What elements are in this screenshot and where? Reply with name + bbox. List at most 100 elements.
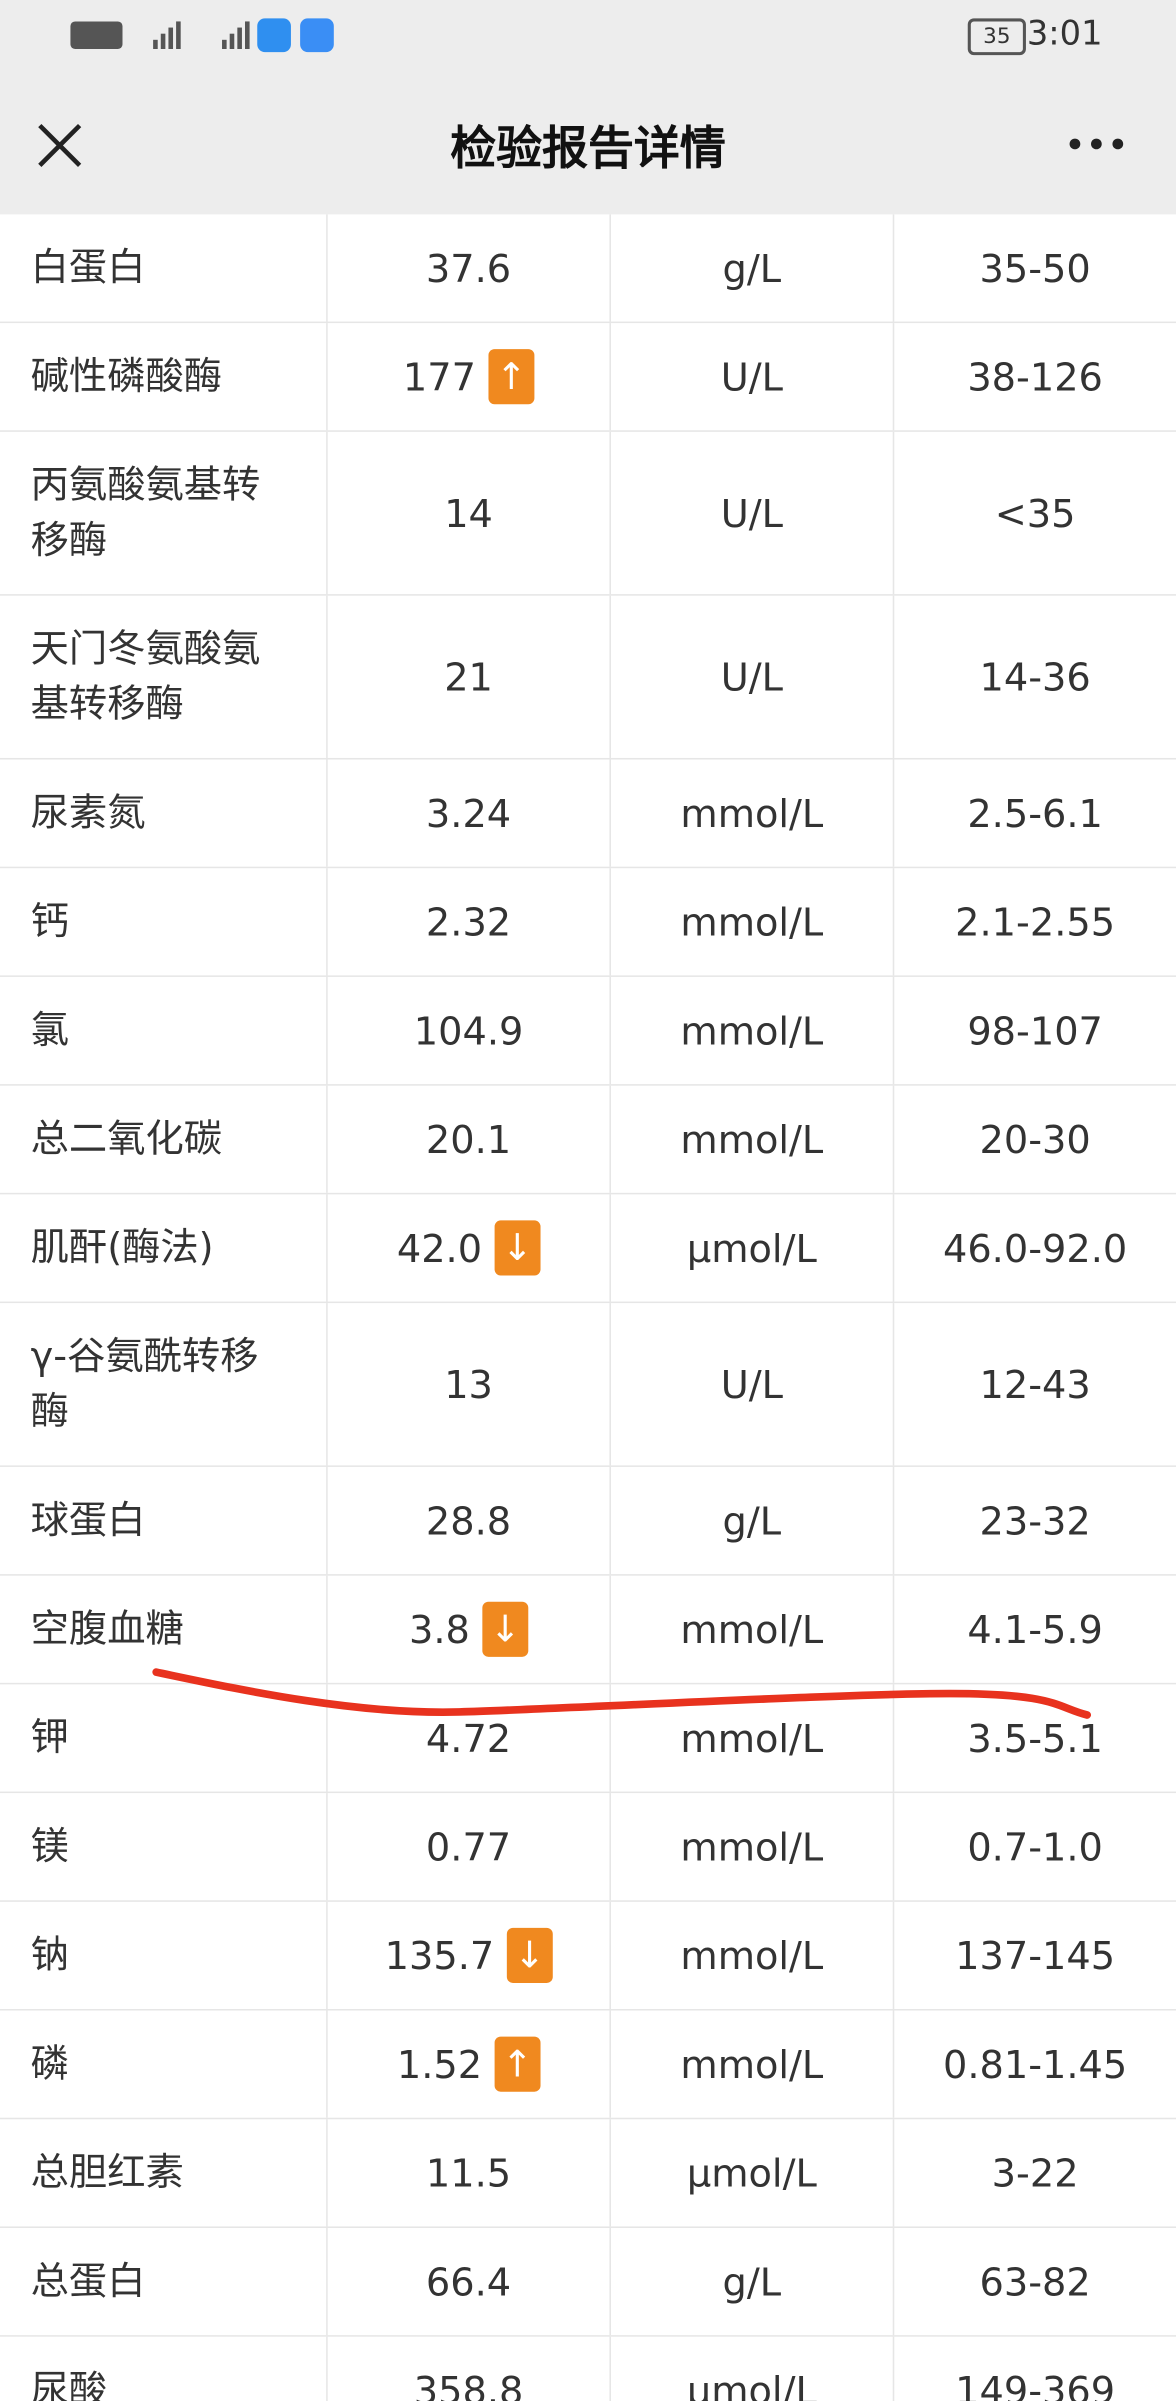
table-row: 白蛋白 37.6 g/L 35-50 xyxy=(0,214,1176,324)
table-row: 天门冬氨酸氨基转移酶 21 U/L 14-36 xyxy=(0,595,1176,760)
item-unit: U/L xyxy=(611,323,895,431)
item-value: 28.8 xyxy=(425,1498,512,1543)
item-value: 135.7 xyxy=(384,1933,495,1978)
table-row: 球蛋白 28.8 g/L 23-32 xyxy=(0,1466,1176,1576)
item-name: 尿素氮 xyxy=(0,759,328,867)
item-unit: mmol/L xyxy=(611,759,895,867)
item-unit: g/L xyxy=(611,2227,895,2336)
clock: 3:01 xyxy=(1026,15,1103,54)
item-unit: mmol/L xyxy=(611,1684,895,1792)
item-unit: mmol/L xyxy=(611,868,895,976)
item-value-cell: 2.32 xyxy=(328,868,611,976)
more-button[interactable] xyxy=(1066,126,1127,163)
table-row: 碱性磷酸酶 177 ↑ U/L 38-126 xyxy=(0,323,1176,432)
item-value: 3.8 xyxy=(409,1607,470,1652)
item-value-cell: 20.1 xyxy=(328,1085,611,1193)
item-name: 磷 xyxy=(0,2010,328,2118)
item-name: 钠 xyxy=(0,1901,328,2009)
battery: 35 xyxy=(967,18,1026,56)
item-value-cell: 104.9 xyxy=(328,976,611,1085)
item-name: 天门冬氨酸氨基转移酶 xyxy=(0,595,328,758)
app-icon xyxy=(257,18,291,53)
signal-icon xyxy=(153,21,181,49)
page-title: 检验报告详情 xyxy=(450,122,726,177)
item-value: 358.8 xyxy=(413,2368,524,2401)
item-name: 氯 xyxy=(0,976,328,1085)
item-range: 2.5-6.1 xyxy=(967,790,1103,836)
item-range: 137-145 xyxy=(955,1933,1116,1978)
table-row: 氯 104.9 mmol/L 98-107 xyxy=(0,976,1176,1086)
item-range: 149-369 xyxy=(955,2368,1116,2401)
item-unit: mmol/L xyxy=(611,1575,895,1683)
item-range: 2.1-2.55 xyxy=(955,899,1116,945)
item-unit: g/L xyxy=(611,1466,895,1575)
item-value: 3.24 xyxy=(425,790,512,836)
table-row: γ-谷氨酰转移酶 13 U/L 12-43 xyxy=(0,1303,1176,1467)
item-value: 42.0 xyxy=(396,1225,483,1271)
item-name: 丙氨酸氨基转移酶 xyxy=(0,431,328,595)
table-row: 肌酐(酶法) 42.0 ↓ µmol/L 46.0-92.0 xyxy=(0,1194,1176,1304)
item-name: 尿酸 xyxy=(0,2336,328,2401)
item-unit: U/L xyxy=(611,1303,895,1466)
item-unit: µmol/L xyxy=(611,1194,895,1302)
item-unit: U/L xyxy=(611,595,895,758)
item-value-cell: 3.24 xyxy=(328,759,611,867)
status-bar: 35 3:01 xyxy=(0,0,1176,74)
item-unit: µmol/L xyxy=(611,2336,895,2401)
item-range: 14-36 xyxy=(979,654,1091,700)
abnormal-flag: ↓ xyxy=(482,1601,529,1657)
table-row: 钙 2.32 mmol/L 2.1-2.55 xyxy=(0,868,1176,977)
abnormal-flag: ↓ xyxy=(506,1927,553,1983)
app-icon xyxy=(300,18,334,53)
item-value: 20.1 xyxy=(425,1117,512,1162)
item-name: 总胆红素 xyxy=(0,2119,328,2227)
item-range: 20-30 xyxy=(979,1117,1091,1162)
item-range: 98-107 xyxy=(967,1008,1103,1053)
abnormal-flag: ↓ xyxy=(494,1220,541,1276)
item-range: 38-126 xyxy=(967,354,1103,399)
close-button[interactable] xyxy=(34,119,86,171)
item-value-cell: 42.0 ↓ xyxy=(328,1194,611,1302)
item-value-cell: 0.77 xyxy=(328,1793,611,1901)
item-name: 肌酐(酶法) xyxy=(0,1194,328,1302)
item-value-cell: 135.7 ↓ xyxy=(328,1901,611,2009)
item-value-cell: 3.8 ↓ xyxy=(328,1575,611,1683)
table-row: 总蛋白 66.4 g/L 63-82 xyxy=(0,2227,1176,2337)
item-name: 镁 xyxy=(0,1793,328,1901)
item-range: 3.5-5.1 xyxy=(967,1715,1103,1761)
item-unit: mmol/L xyxy=(611,1901,895,2009)
item-value-cell: 14 xyxy=(328,431,611,595)
item-value-cell: 13 xyxy=(328,1303,611,1466)
item-value: 2.32 xyxy=(425,899,512,945)
item-value-cell: 28.8 xyxy=(328,1466,611,1575)
abnormal-flag: ↑ xyxy=(488,349,535,405)
item-value: 13 xyxy=(444,1362,493,1407)
item-value: 21 xyxy=(444,654,493,700)
top-bar: 35 3:01 检验报告详情 xyxy=(0,0,1176,215)
item-unit: mmol/L xyxy=(611,1793,895,1901)
table-row: 尿素氮 3.24 mmol/L 2.5-6.1 xyxy=(0,759,1176,869)
item-value: 11.5 xyxy=(425,2150,512,2196)
item-name: 总蛋白 xyxy=(0,2227,328,2336)
item-unit: mmol/L xyxy=(611,2010,895,2118)
item-value-cell: 11.5 xyxy=(328,2119,611,2227)
item-value: 1.52 xyxy=(396,2041,483,2087)
item-value: 37.6 xyxy=(425,245,512,291)
table-row: 钠 135.7 ↓ mmol/L 137-145 xyxy=(0,1901,1176,2011)
item-range: 12-43 xyxy=(979,1362,1091,1407)
hd-icon xyxy=(70,21,123,49)
item-range: 4.1-5.9 xyxy=(967,1607,1103,1652)
item-name: 总二氧化碳 xyxy=(0,1085,328,1193)
report-table: 白蛋白 37.6 g/L 35-50 碱性磷酸酶 177 ↑ U/L 38-126 丙氨酸氨基转移… xyxy=(0,214,1176,2401)
item-range: 46.0-92.0 xyxy=(942,1225,1128,1271)
item-range: 63-82 xyxy=(979,2259,1091,2304)
table-row: 尿酸 358.8 µmol/L 149-369 xyxy=(0,2336,1176,2401)
item-unit: U/L xyxy=(611,431,895,595)
item-unit: mmol/L xyxy=(611,1085,895,1193)
item-value: 14 xyxy=(444,490,493,536)
item-name: γ-谷氨酰转移酶 xyxy=(0,1303,328,1466)
item-unit: µmol/L xyxy=(611,2119,895,2227)
item-name: 钾 xyxy=(0,1684,328,1792)
